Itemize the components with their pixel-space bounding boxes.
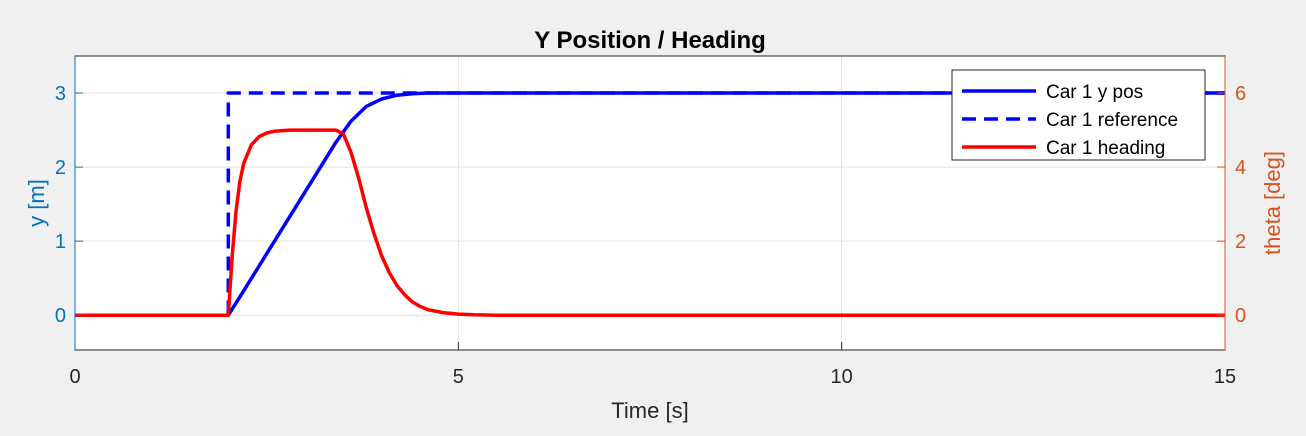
x-tick-label: 15 <box>1214 366 1236 388</box>
x-tick-label: 10 <box>831 366 853 388</box>
y-right-tick-label: 0 <box>1235 305 1246 327</box>
legend-label: Car 1 reference <box>1046 110 1178 131</box>
y-axis-left-label: y [m] <box>24 179 49 227</box>
chart-title: Y Position / Heading <box>534 27 766 54</box>
legend-box <box>951 69 1206 161</box>
x-axis-label: Time [s] <box>611 398 688 423</box>
y-left-tick-label: 0 <box>55 305 66 327</box>
legend: Car 1 y pos Car 1 reference Car 1 heading <box>951 69 1206 161</box>
series-line-0 <box>75 91 1225 317</box>
y-left-tick-label: 3 <box>55 83 66 105</box>
y-left-tick-label: 2 <box>55 157 66 179</box>
series-lines <box>75 91 1225 317</box>
x-tick-label: 5 <box>453 366 464 388</box>
x-tick-label: 0 <box>69 366 80 388</box>
legend-label: Car 1 heading <box>1046 138 1165 159</box>
y-right-tick-label: 2 <box>1235 231 1246 253</box>
legend-label: Car 1 y pos <box>1046 82 1143 103</box>
y-right-tick-label: 4 <box>1235 157 1246 179</box>
y-axis-right-label: theta [deg] <box>1260 151 1285 255</box>
y-left-tick-label: 1 <box>55 231 66 253</box>
series-line-2 <box>75 128 1225 317</box>
ticks: 0 5 10 15 0 1 2 3 0 2 4 6 <box>55 56 1246 388</box>
y-right-tick-label: 6 <box>1235 83 1246 105</box>
